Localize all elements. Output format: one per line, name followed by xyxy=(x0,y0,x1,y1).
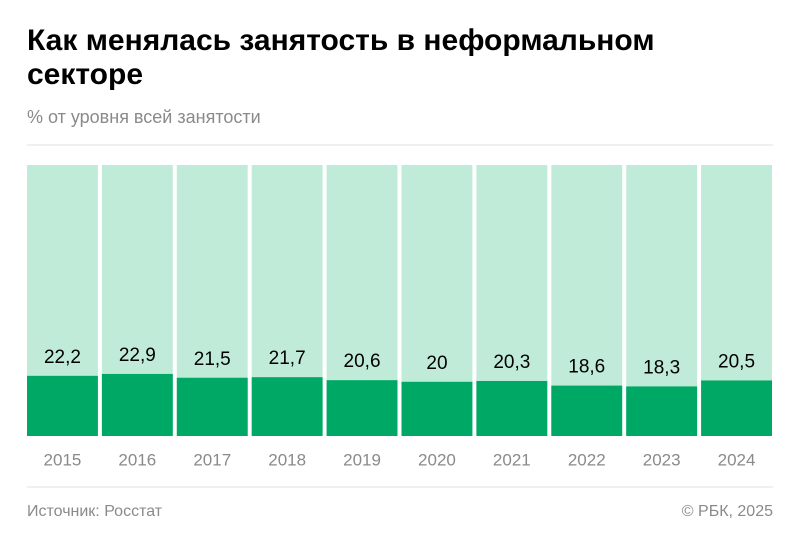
value-label: 20,5 xyxy=(718,351,755,372)
source: Источник: Росстат xyxy=(27,503,163,520)
x-tick-label: 2020 xyxy=(418,450,456,469)
bar xyxy=(626,386,698,436)
bar xyxy=(401,381,473,436)
bar xyxy=(701,380,772,436)
credit: © РБК, 2025 xyxy=(682,503,773,520)
value-label: 21,5 xyxy=(194,349,231,370)
value-label: 20,3 xyxy=(493,352,530,373)
bar xyxy=(326,380,398,436)
x-tick-label: 2015 xyxy=(44,450,82,469)
x-tick-label: 2024 xyxy=(718,450,756,469)
x-tick-label: 2021 xyxy=(493,450,531,469)
bar xyxy=(176,377,248,436)
bar xyxy=(27,375,98,436)
chart-title: Как менялась занятость в неформальном се… xyxy=(27,24,655,91)
value-label: 22,2 xyxy=(44,347,81,368)
value-label: 20,6 xyxy=(344,351,381,372)
x-tick-label: 2018 xyxy=(268,450,306,469)
x-tick-label: 2022 xyxy=(568,450,606,469)
value-label: 18,3 xyxy=(643,357,680,378)
value-label: 21,7 xyxy=(269,348,306,369)
value-label: 20 xyxy=(426,353,447,374)
value-label: 22,9 xyxy=(119,345,156,366)
bar xyxy=(476,380,548,436)
x-tick-label: 2017 xyxy=(193,450,231,469)
x-tick-label: 2019 xyxy=(343,450,381,469)
bar xyxy=(551,385,623,436)
x-tick-label: 2016 xyxy=(118,450,156,469)
chart-subtitle: % от уровня всей занятости xyxy=(27,107,261,127)
bar xyxy=(251,377,323,436)
value-label: 18,6 xyxy=(568,357,605,378)
x-tick-label: 2023 xyxy=(643,450,681,469)
bar xyxy=(101,373,173,436)
